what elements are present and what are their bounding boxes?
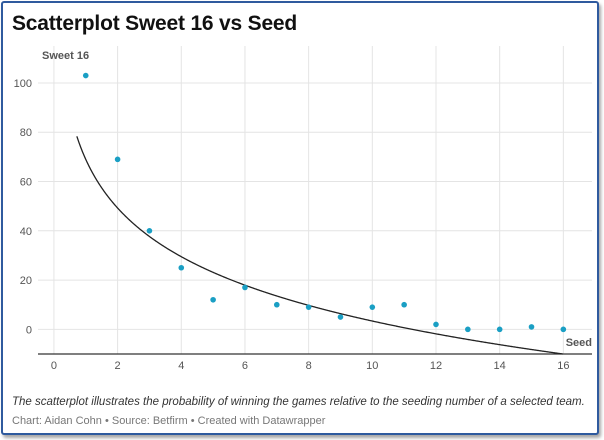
x-tick-label: 12: [430, 360, 442, 372]
data-point: [528, 324, 535, 330]
data-point: [560, 326, 567, 333]
y-tick-label: 40: [20, 226, 32, 238]
data-point: [82, 72, 89, 79]
y-tick-label: 100: [14, 78, 32, 90]
x-tick-label: 2: [115, 360, 121, 372]
x-tick-label: 10: [366, 360, 378, 372]
data-point: [337, 314, 344, 320]
data-point: [273, 301, 280, 308]
x-tick-label: 8: [306, 360, 312, 372]
chart-credits: Chart: Aidan Cohn • Source: Betfirm • Cr…: [12, 415, 326, 427]
x-tick-label: 16: [557, 360, 569, 372]
trend-curve: [76, 136, 563, 355]
data-point: [433, 321, 439, 328]
y-tick-label: 80: [20, 127, 32, 139]
data-point: [465, 326, 471, 333]
x-tick-label: 14: [494, 360, 506, 372]
x-tick-label: 4: [178, 360, 184, 372]
y-axis-title: Sweet 16: [42, 50, 89, 62]
y-tick-label: 0: [26, 324, 32, 336]
x-axis-title: Seed: [566, 337, 592, 349]
y-tick-label: 60: [20, 177, 32, 189]
chart-description: The scatterplot illustrates the probabil…: [12, 396, 585, 408]
y-tick-label: 20: [20, 275, 32, 287]
data-point: [146, 228, 153, 234]
data-point: [369, 304, 376, 310]
data-point: [496, 326, 503, 333]
data-point: [401, 301, 407, 308]
x-tick-label: 6: [242, 360, 248, 372]
data-point: [114, 156, 121, 163]
data-point: [242, 284, 248, 291]
data-point: [210, 296, 216, 303]
chart-title: Scatterplot Sweet 16 vs Seed: [12, 12, 298, 35]
x-tick-label: 0: [51, 360, 57, 372]
data-point: [178, 264, 185, 271]
data-point: [305, 304, 312, 310]
